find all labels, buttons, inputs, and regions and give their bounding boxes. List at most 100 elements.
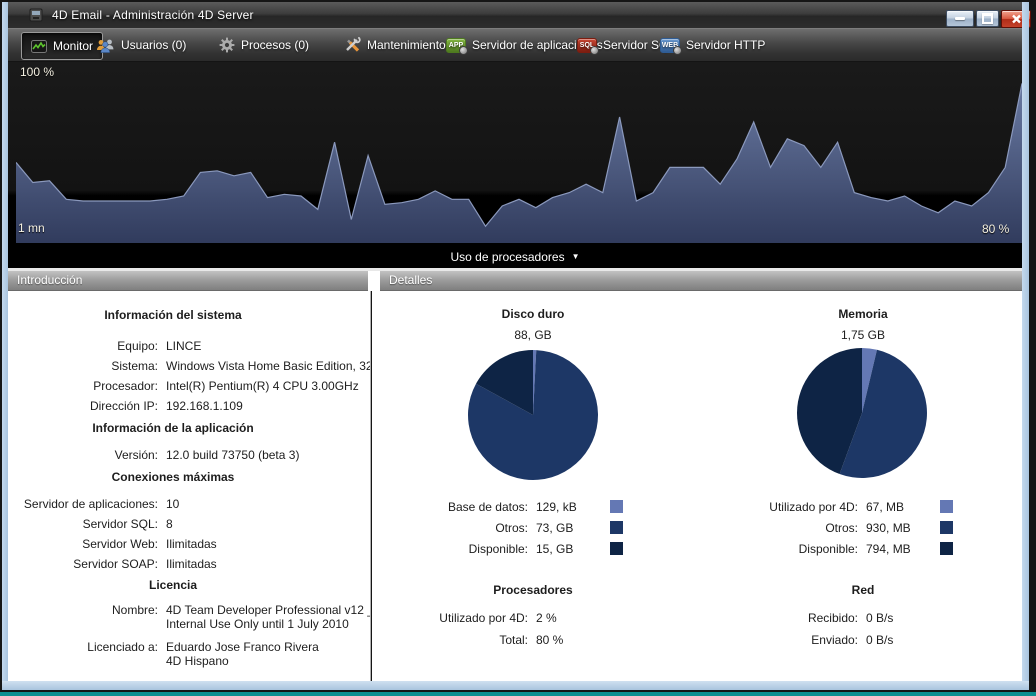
- section-heading: Conexiones máximas: [111, 470, 235, 484]
- title-bar: 4D Email - Administración 4D Server: [8, 2, 1031, 28]
- info-value: Eduardo Jose Franco Rivera 4D Hispano: [166, 640, 319, 668]
- section-heading: Información del sistema: [104, 308, 242, 322]
- legend-value: 67, MB: [866, 499, 905, 514]
- toolbar-item-label: Monitor: [53, 39, 94, 53]
- info-value: 10: [166, 497, 180, 511]
- cpu-usage-graph: 100 % 1 mn 80 %: [8, 62, 1022, 245]
- info-value: 12.0 build 73750 (beta 3): [166, 448, 300, 462]
- stat-value: 80 %: [536, 633, 564, 647]
- cpu-usage-area-chart: [16, 83, 1022, 244]
- window-frame-left: [2, 2, 8, 690]
- info-value: 4D Team Developer Professional v12 _ Inte…: [166, 603, 370, 631]
- toolbar-item-mantenimiento[interactable]: Mantenimiento: [343, 32, 446, 58]
- legend-value: 73, GB: [536, 520, 574, 535]
- info-row: Procesador: Intel(R) Pentium(R) 4 CPU 3.0…: [8, 376, 370, 396]
- memory-chart-title: Memoria: [838, 307, 888, 321]
- stat-row: Utilizado por 4D: 2 %: [380, 607, 686, 629]
- legend-label: Disponible:: [798, 541, 858, 556]
- toolbar-item-label: Servidor de aplicaciones: [472, 38, 603, 52]
- graph-type-selector[interactable]: Uso de procesadores ▼: [451, 250, 580, 264]
- info-label: Servidor SOAP:: [73, 557, 158, 571]
- info-value: 192.168.1.109: [166, 399, 243, 413]
- window-title: 4D Email - Administración 4D Server: [52, 8, 254, 22]
- toolbar-item-servidor-http[interactable]: WEB Servidor HTTP: [660, 32, 765, 58]
- info-row: Servidor SQL: 8: [8, 514, 370, 534]
- toolbar-item-monitor[interactable]: Monitor: [21, 32, 104, 60]
- disk-chart-total: 88, GB: [514, 328, 552, 342]
- legend-swatch: [940, 500, 953, 513]
- info-label: Versión:: [114, 448, 158, 462]
- legend-value: 129, kB: [536, 499, 577, 514]
- legend-value: 15, GB: [536, 541, 574, 556]
- maximize-button[interactable]: [976, 10, 999, 27]
- toolbar-item-procesos[interactable]: Procesos (0): [219, 32, 309, 58]
- stat-row: Recibido: 0 B/s: [710, 607, 1016, 629]
- toolbar-item-servidor-aplicaciones[interactable]: APP Servidor de aplicaciones: [446, 32, 603, 58]
- window-frame-bottom: [2, 681, 1029, 690]
- legend-value: 930, MB: [866, 520, 911, 535]
- panel-header-gap: [368, 271, 380, 291]
- legend-value: 794, MB: [866, 541, 911, 556]
- legend-label: Base de datos:: [447, 499, 528, 514]
- info-label: Licenciado a:: [87, 640, 158, 654]
- section-heading: Información de la aplicación: [92, 421, 254, 435]
- network-title: Red: [851, 583, 875, 597]
- toolbar-item-label: Servidor SQL: [603, 38, 676, 52]
- monitor-chart-icon: [31, 39, 47, 53]
- toolbar-item-label: Mantenimiento: [367, 38, 446, 52]
- info-label: Equipo:: [117, 339, 158, 353]
- legend-swatch: [940, 542, 953, 555]
- info-value: Ilimitadas: [166, 537, 217, 551]
- app-icon: [29, 8, 43, 22]
- section-heading: Licencia: [148, 578, 198, 592]
- stat-label: Total:: [499, 633, 528, 647]
- graph-type-selector-label: Uso de procesadores: [450, 249, 565, 264]
- http-server-icon: WEB: [660, 37, 682, 55]
- toolbar-item-servidor-sql[interactable]: SQL Servidor SQL: [577, 32, 675, 58]
- legend-row: Disponible: 15, GB: [380, 538, 686, 559]
- processors-stats: Utilizado por 4D: 2 % Total: 80 %: [380, 607, 686, 651]
- legend-row: Otros: 930, MB: [710, 517, 1016, 538]
- tools-icon: [346, 37, 361, 52]
- info-row: Dirección IP: 192.168.1.109: [8, 396, 370, 416]
- legend-label: Utilizado por 4D:: [769, 499, 858, 514]
- info-row: Sistema: Windows Vista Home Basic Edition…: [8, 356, 370, 376]
- stat-value: 0 B/s: [866, 633, 894, 647]
- graph-selector-bar: Uso de procesadores ▼: [8, 245, 1022, 268]
- legend-swatch: [940, 521, 953, 534]
- memory-chart-total: 1,75 GB: [840, 328, 886, 342]
- info-value: 8: [166, 517, 173, 531]
- legend-row: Base de datos: 129, kB: [380, 496, 686, 517]
- introduction-panel-header: Introducción: [8, 271, 368, 291]
- legend-swatch: [610, 521, 623, 534]
- minimize-button[interactable]: [946, 10, 974, 27]
- stat-label: Utilizado por 4D:: [439, 611, 528, 625]
- stat-row: Total: 80 %: [380, 629, 686, 651]
- legend-row: Utilizado por 4D: 67, MB: [710, 496, 1016, 517]
- legend-swatch: [610, 500, 623, 513]
- info-row: Licenciado a: Eduardo Jose Franco Rivera 4…: [8, 640, 370, 668]
- window-frame-right: [1022, 2, 1029, 690]
- graph-timescale-label: 1 mn: [18, 221, 45, 235]
- memory-pie-chart: [796, 348, 927, 478]
- legend-label: Otros:: [825, 520, 858, 535]
- toolbar-item-usuarios[interactable]: Usuarios (0): [96, 32, 186, 58]
- introduction-panel-body: Información del sistema Equipo: LINCE Siste…: [8, 291, 371, 681]
- info-value: Windows Vista Home Basic Edition, 32-: [166, 359, 370, 373]
- stat-row: Enviado: 0 B/s: [710, 629, 1016, 651]
- info-row: Nombre: 4D Team Developer Professional v1…: [8, 603, 370, 631]
- details-panel-header: Detalles: [380, 271, 1022, 291]
- info-label: Servidor SQL:: [82, 517, 158, 531]
- stat-label: Recibido:: [807, 611, 858, 625]
- toolbar-item-label: Procesos (0): [241, 38, 310, 52]
- pie-slice-disponible: [796, 348, 862, 475]
- disk-chart-title: Disco duro: [501, 307, 565, 321]
- sql-server-icon: SQL: [577, 37, 599, 55]
- close-icon: [1011, 14, 1021, 24]
- graph-max-label: 100 %: [20, 65, 55, 79]
- legend-row: Disponible: 794, MB: [710, 538, 1016, 559]
- pie-slice-base-de-datos: [533, 349, 537, 415]
- info-label: Sistema:: [111, 359, 158, 373]
- stat-value: 2 %: [536, 611, 557, 625]
